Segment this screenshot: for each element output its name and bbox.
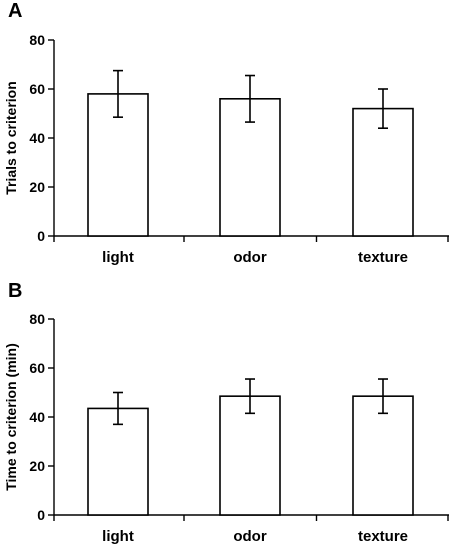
panel-a-y-tick-label: 0 [37,228,45,244]
panel-b-category-label: texture [358,528,408,545]
panel-a-y-axis-label: Trials to criterion [3,81,19,195]
panel-b-y-axis-label: Time to criterion (min) [3,343,19,491]
panel-a-y-tick-label: 60 [29,81,45,97]
panel-a-y-tick-label: 40 [29,130,45,146]
panel-a-label: A [8,0,22,22]
panel-b-y-tick-label: 80 [29,311,45,327]
panel-a-y-tick-label: 20 [29,179,45,195]
panel-b-y-tick-label: 60 [29,360,45,376]
panel-b-bar-odor [219,395,281,516]
panel-b-label: B [8,280,22,302]
panel-a-category-label: texture [358,249,408,266]
panel-a-bar-texture [352,107,414,237]
panel-b-y-tick-label: 40 [29,409,45,425]
panel-a-category-label: light [102,249,134,266]
panel-b-y-tick-label: 20 [29,458,45,474]
panel-b-y-tick-label: 0 [37,507,45,523]
panel-a-y-tick-label: 80 [29,32,45,48]
panel-b-bar-texture [352,395,414,516]
panel-a-category-label: odor [233,249,266,266]
panel-b-bar-light [87,407,149,516]
panel-b-category-label: light [102,528,134,545]
panel-b-category-label: odor [233,528,266,545]
